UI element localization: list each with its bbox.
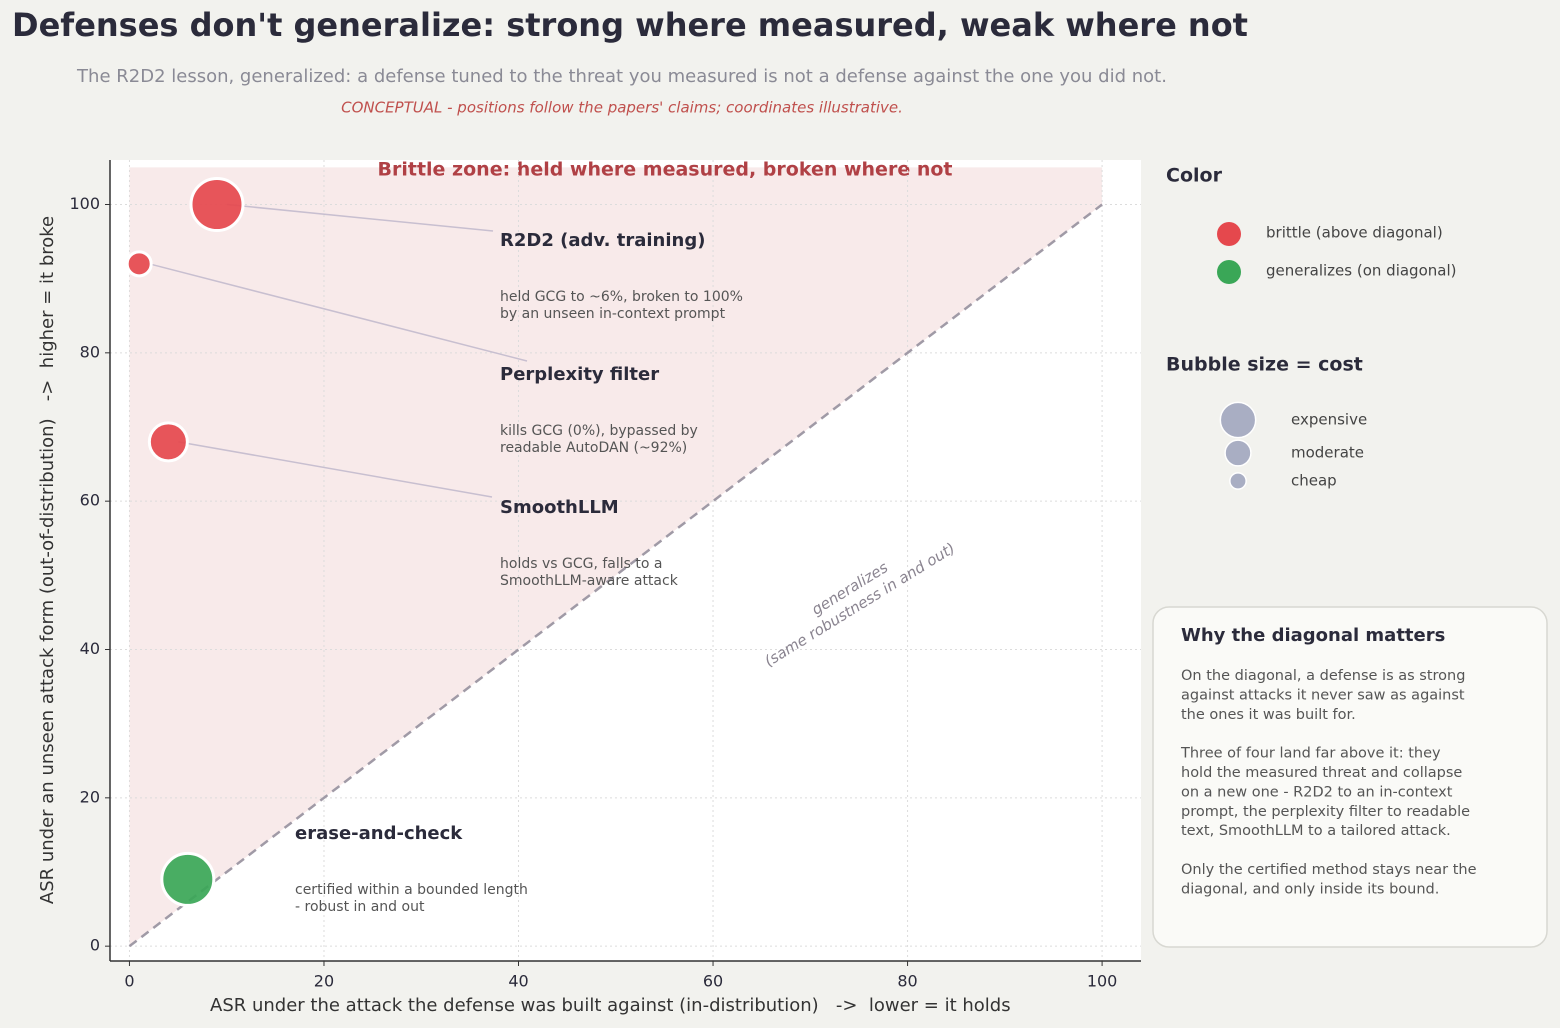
plot: Brittle zone: held where measured, broke… (69, 159, 1141, 991)
point-label: SmoothLLM (500, 497, 619, 518)
point-note: SmoothLLM-aware attack (500, 573, 679, 589)
note-box-line: on a new one - R2D2 to an in-context (1181, 784, 1453, 800)
point-note: held GCG to ~6%, broken to 100% (500, 289, 743, 305)
bubble (125, 250, 153, 278)
point-label: erase-and-check (295, 823, 463, 844)
chart-title: Defenses don't generalize: strong where … (12, 6, 1248, 44)
bubble (160, 851, 216, 907)
legend-label: brittle (above diagonal) (1266, 224, 1443, 242)
y-axis-label: ASR under an unseen attack form (out-of-… (37, 216, 58, 904)
note-box-line: hold the measured threat and collapse (1181, 765, 1462, 781)
note-box-line: against attacks it never saw as against (1181, 687, 1465, 703)
diagonal (128, 203, 1103, 948)
point-note: by an unseen in-context prompt (500, 306, 726, 322)
size-legend-label: expensive (1291, 411, 1367, 429)
note-box-line: On the diagonal, a defense is as strong (1181, 668, 1465, 684)
y-tick-label: 80 (80, 342, 100, 361)
caveat: CONCEPTUAL - positions follow the papers… (341, 99, 903, 117)
note-box-line: prompt, the perplexity filter to readabl… (1181, 804, 1470, 820)
size-legend-bubble (1224, 439, 1252, 467)
brittle-zone (129, 167, 1103, 947)
legend-title: Color (1166, 165, 1223, 187)
note-box-line: the ones it was built for. (1181, 707, 1356, 723)
size-legend-label: cheap (1291, 472, 1337, 490)
note-box-line: text, SmoothLLM to a tailored attack. (1181, 823, 1451, 839)
note-box-line: diagonal, and only inside its bound. (1181, 881, 1439, 897)
subtitle: The R2D2 lesson, generalized: a defense … (76, 66, 1167, 87)
note-box-title: Why the diagonal matters (1181, 625, 1445, 646)
legend-label: generalizes (on diagonal) (1266, 262, 1456, 280)
x-tick-label: 20 (314, 972, 334, 991)
size-legend-bubble (1219, 401, 1257, 439)
x-tick-label: 100 (1087, 972, 1118, 991)
y-tick-label: 100 (69, 194, 100, 213)
size-legend-label: moderate (1291, 444, 1364, 462)
point-label: R2D2 (adv. training) (500, 230, 705, 251)
x-tick-label: 80 (897, 972, 917, 991)
note-box (1152, 606, 1548, 948)
y-tick-label: 60 (80, 491, 100, 510)
x-tick-label: 40 (508, 972, 528, 991)
y-tick-label: 0 (90, 936, 100, 955)
point-note: readable AutoDAN (~92%) (500, 440, 687, 456)
legend-swatch (1217, 260, 1241, 284)
bubble (147, 421, 189, 463)
leader-line (148, 263, 528, 362)
leader-line (226, 203, 494, 232)
legend-swatch (1217, 222, 1241, 246)
note-box-line: Three of four land far above it: they (1180, 746, 1441, 762)
point-note: - robust in and out (295, 899, 425, 915)
note-box-line: Only the certified method stays near the (1181, 862, 1477, 878)
leader-line (178, 441, 493, 498)
point-note: kills GCG (0%), bypassed by (500, 423, 698, 439)
point-note: holds vs GCG, falls to a (500, 556, 662, 572)
point-note: certified within a bounded length (295, 882, 528, 898)
x-tick-label: 0 (124, 972, 134, 991)
size-legend-bubble (1229, 472, 1247, 490)
zone-label: Brittle zone: held where measured, broke… (378, 159, 953, 181)
size-legend-title: Bubble size = cost (1166, 354, 1363, 376)
bubble (189, 177, 245, 232)
x-tick-label: 60 (703, 972, 723, 991)
point-label: Perplexity filter (500, 364, 659, 385)
x-axis-label: ASR under the attack the defense was bui… (210, 995, 1011, 1016)
y-tick-label: 40 (80, 639, 100, 658)
y-tick-label: 20 (80, 787, 100, 806)
